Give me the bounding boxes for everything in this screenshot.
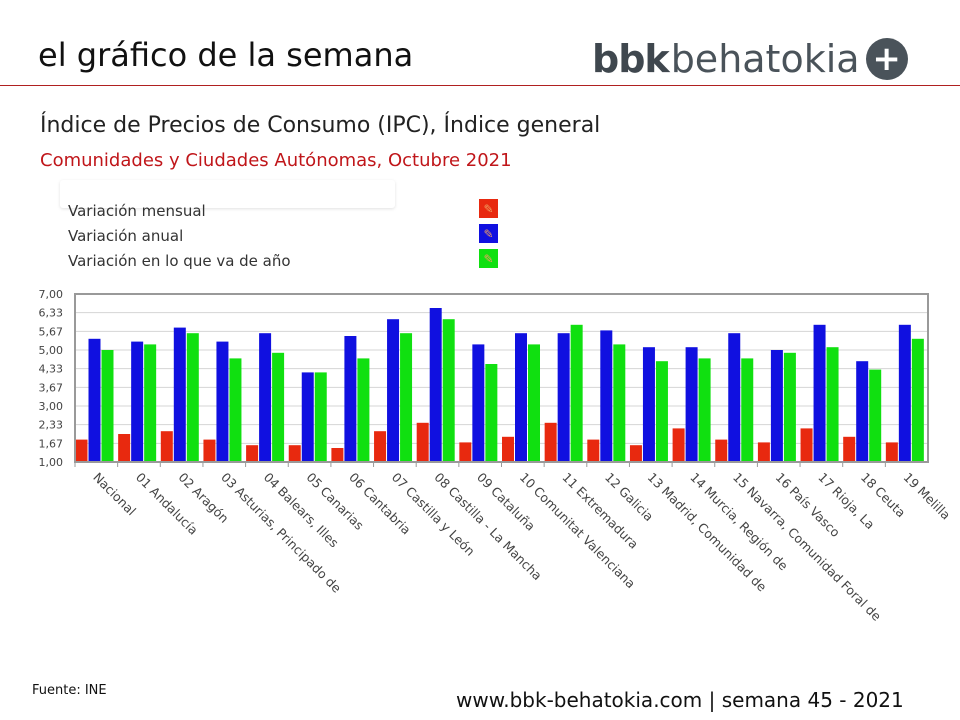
bar-mensual — [885, 442, 898, 462]
bar-acumulada — [186, 333, 199, 462]
y-tick-label: 3,00 — [39, 400, 64, 413]
bar-mensual — [672, 428, 685, 462]
bar-anual — [642, 347, 655, 462]
bar-acumulada — [272, 352, 285, 462]
bar-mensual — [800, 428, 813, 462]
bar-anual — [472, 344, 485, 462]
y-tick-label: 2,33 — [39, 419, 64, 432]
pencil-icon[interactable]: ✎ — [479, 199, 498, 218]
bar-anual — [898, 324, 911, 462]
footer-text: www.bbk-behatokia.com | semana 45 - 2021 — [456, 688, 904, 712]
plot-area — [75, 294, 928, 462]
bar-anual — [216, 341, 229, 462]
bar-acumulada — [869, 369, 882, 462]
logo-light-text: behatokia — [670, 37, 860, 81]
x-tick-label: 11 Extremadura — [559, 470, 641, 552]
bar-mensual — [843, 436, 856, 462]
pencil-icon[interactable]: ✎ — [479, 224, 498, 243]
bar-acumulada — [229, 358, 242, 462]
bar-anual — [131, 341, 144, 462]
x-tick-label: Nacional — [90, 470, 139, 519]
bar-anual — [259, 333, 272, 462]
bar-mensual — [629, 445, 642, 462]
chart-subtitle: Comunidades y Ciudades Autónomas, Octubr… — [40, 150, 512, 171]
header-divider — [0, 85, 960, 86]
legend-background — [60, 180, 395, 208]
bar-acumulada — [741, 358, 754, 462]
bar-acumulada — [613, 344, 626, 462]
bar-anual — [301, 372, 314, 462]
bar-mensual — [502, 436, 514, 462]
source-note: Fuente: INE — [32, 683, 107, 698]
bar-mensual — [331, 448, 344, 462]
legend-item-anual: Variación anual — [68, 227, 184, 245]
bar-acumulada — [101, 350, 114, 462]
bar-acumulada — [314, 372, 327, 462]
bar-acumulada — [357, 358, 370, 462]
bar-anual — [728, 333, 741, 462]
plot-border — [74, 293, 929, 463]
bar-mensual — [374, 431, 387, 462]
bar-anual — [685, 347, 698, 462]
y-tick-label: 5,00 — [39, 344, 64, 357]
bar-mensual — [118, 434, 131, 462]
bar-anual — [344, 336, 357, 462]
chart-title: Índice de Precios de Consumo (IPC), Índi… — [40, 113, 601, 138]
bar-mensual — [416, 422, 429, 462]
bar-acumulada — [783, 352, 796, 462]
bar-anual — [856, 361, 869, 462]
legend-item-acumulada: Variación en lo que va de año — [68, 252, 291, 270]
bar-acumulada — [570, 324, 583, 462]
logo-bold-text: bbk — [592, 37, 670, 81]
bar-anual — [429, 308, 442, 462]
x-tick-label: 04 Balears, Illes — [261, 470, 342, 551]
bar-mensual — [75, 439, 88, 462]
bar-anual — [557, 333, 570, 462]
y-tick-label: 7,00 — [39, 288, 64, 301]
bar-mensual — [544, 422, 557, 462]
y-tick-label: 1,67 — [39, 437, 64, 450]
bar-mensual — [715, 439, 728, 462]
bar-acumulada — [655, 361, 668, 462]
bar-acumulada — [528, 344, 540, 462]
bar-acumulada — [144, 344, 157, 462]
bar-mensual — [757, 442, 770, 462]
bar-chart: 1,00 1,67 2,33 3,00 3,67 4,33 5,00 5,67 6,33 7,00… — [39, 288, 954, 624]
bar-acumulada — [698, 358, 711, 462]
bar-mensual — [288, 445, 301, 462]
bar-mensual — [459, 442, 472, 462]
y-tick-label: 4,33 — [39, 363, 64, 376]
bar-anual — [88, 338, 101, 462]
x-tick-label: 19 Melilla — [901, 470, 954, 523]
bar-acumulada — [442, 319, 455, 462]
y-tick-label: 6,33 — [39, 307, 64, 320]
bar-mensual — [203, 439, 216, 462]
y-tick-label: 1,00 — [39, 456, 64, 469]
bar-anual — [387, 319, 400, 462]
bar-mensual — [246, 445, 259, 462]
bbk-behatokia-logo: bbk behatokia + — [592, 34, 908, 84]
pencil-icon[interactable]: ✎ — [479, 249, 498, 268]
bar-acumulada — [826, 347, 839, 462]
bar-anual — [173, 327, 186, 462]
slide-header-title: el gráfico de la semana — [38, 36, 414, 74]
y-tick-label: 5,67 — [39, 325, 64, 338]
bar-anual — [770, 350, 783, 462]
bar-mensual — [587, 439, 600, 462]
bar-anual — [600, 330, 613, 462]
legend-item-mensual: Variación mensual — [68, 202, 206, 220]
bar-acumulada — [485, 364, 498, 462]
y-tick-label: 3,67 — [39, 381, 64, 394]
bar-acumulada — [400, 333, 413, 462]
bar-mensual — [160, 431, 173, 462]
plus-circle-icon: + — [865, 38, 908, 80]
bar-anual — [813, 324, 826, 462]
bar-anual — [515, 333, 527, 462]
bar-acumulada — [911, 338, 924, 462]
